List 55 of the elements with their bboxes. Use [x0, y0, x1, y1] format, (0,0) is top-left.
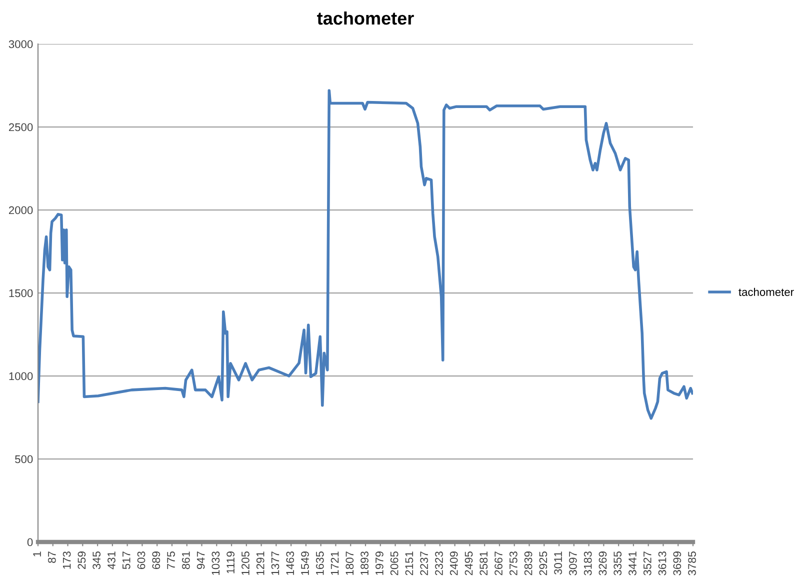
x-tick-label: 87 — [48, 552, 56, 563]
x-tick-label: 1119 — [226, 552, 235, 574]
x-tick-label: 3699 — [673, 552, 682, 576]
x-tick-label: 3097 — [569, 552, 577, 576]
x-tick-label: 2495 — [464, 551, 473, 576]
x-tick-label: 1463 — [286, 552, 294, 575]
line-series — [38, 89, 693, 420]
x-tick-label: 1033 — [212, 552, 220, 575]
x-tick-label: 1377 — [271, 552, 280, 575]
x-tick-label: 2065 — [390, 551, 398, 576]
x-tick-label: 3441 — [628, 552, 636, 576]
x-tick-label: 3269 — [598, 552, 607, 576]
x-tick-label: 1979 — [376, 552, 384, 575]
x-tick-label: 2237 — [420, 552, 428, 576]
x-tick-label: 861 — [182, 552, 190, 570]
x-tick-label: 1549 — [301, 552, 309, 575]
x-tick-label: 1635 — [316, 551, 324, 575]
y-tick-label: 500 — [15, 455, 33, 464]
x-tick-label: 603 — [137, 552, 146, 569]
x-tick-label: 2581 — [480, 552, 488, 576]
x-tick-label: 2151 — [405, 552, 414, 576]
y-tick-label: 3000 — [8, 40, 33, 48]
chart-title: tachometer — [317, 11, 414, 25]
x-tick-label: 3183 — [584, 552, 592, 576]
x-tick-label: 3613 — [658, 552, 666, 576]
x-tick-label: 2667 — [494, 552, 502, 576]
y-tick-label: 1500 — [9, 289, 33, 298]
y-tick-label: 1000 — [9, 372, 33, 380]
y-tick-label: 0 — [27, 538, 33, 546]
x-tick-label: 1807 — [346, 552, 354, 575]
x-tick-label: 775 — [167, 551, 175, 569]
y-tick-label: 2500 — [8, 123, 33, 132]
x-tick-label: 2409 — [450, 552, 458, 576]
x-tick-label: 2753 — [509, 552, 518, 576]
x-tick-label: 3785 — [688, 551, 696, 576]
x-tick-label: 1 — [33, 552, 41, 556]
x-tick-label: 689 — [152, 552, 160, 569]
x-tick-label: 1721 — [330, 552, 339, 575]
x-tick-label: 3355 — [614, 551, 622, 576]
x-tick-label: 2323 — [435, 552, 443, 576]
x-tick-label: 259 — [78, 552, 86, 570]
x-tick-label: 431 — [108, 552, 116, 570]
x-tick-label: 3527 — [643, 552, 652, 576]
legend-label: tachometer — [738, 288, 794, 296]
y-tick-label: 2000 — [8, 206, 33, 214]
x-tick-label: 1205 — [242, 551, 250, 575]
x-tick-label: 517 — [122, 552, 130, 570]
x-tick-label: 173 — [62, 552, 71, 569]
x-tick-label: 947 — [196, 552, 205, 570]
x-tick-label: 1291 — [256, 552, 264, 575]
x-tick-label: 345 — [92, 551, 101, 570]
x-tick-label: 2925 — [539, 551, 548, 576]
x-tick-label: 2839 — [524, 552, 532, 576]
x-tick-label: 3011 — [554, 552, 562, 574]
x-tick-label: 1893 — [360, 552, 368, 575]
